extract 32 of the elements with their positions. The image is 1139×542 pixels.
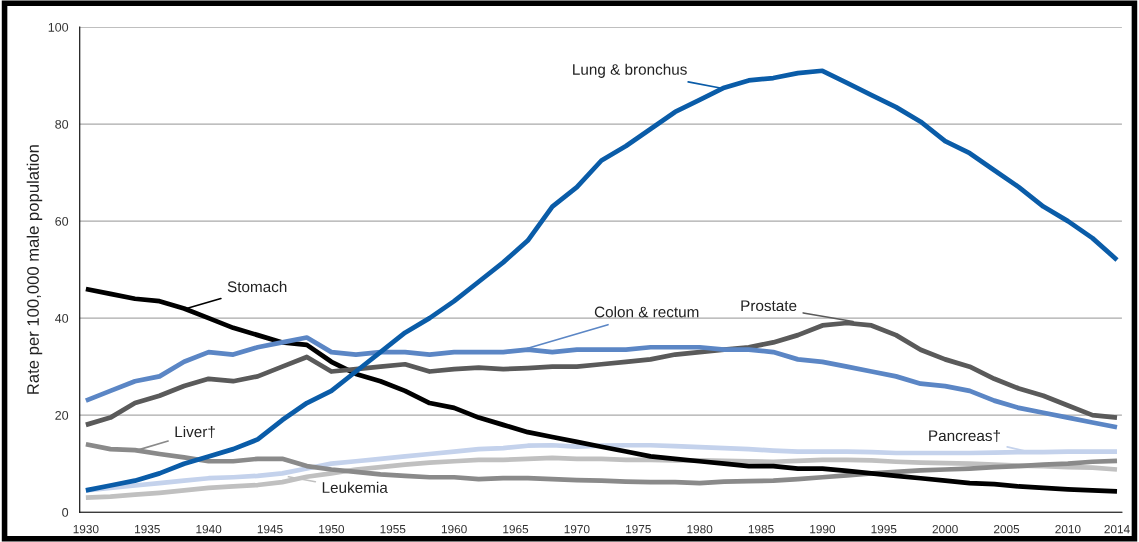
y-axis-title: Rate per 100,000 male population — [26, 145, 43, 394]
x-tick-label: 2000 — [932, 525, 958, 534]
y-tick-label: 20 — [55, 410, 69, 420]
y-tick-label: 40 — [55, 313, 69, 323]
x-tick-label: 1995 — [871, 525, 897, 534]
x-tick-label: 1990 — [810, 525, 836, 534]
series-label: Lung & bronchus — [573, 63, 687, 78]
x-tick-label: 1965 — [503, 525, 529, 534]
series-label: Colon & rectum — [594, 306, 699, 318]
x-tick-label: 1935 — [135, 525, 160, 534]
x-tick-label: 1975 — [626, 525, 651, 534]
legend-label: Leukemia — [322, 481, 388, 494]
x-tick-label: 1980 — [687, 525, 713, 534]
x-tick-label: 1930 — [73, 525, 99, 534]
x-tick-label: 1985 — [748, 525, 774, 534]
x-tick-label: 2005 — [993, 525, 1020, 534]
x-tick-label: 1945 — [257, 525, 283, 534]
x-tick-label: 1960 — [441, 525, 467, 534]
y-tick-label: 80 — [55, 119, 69, 129]
x-tick-label: 2014 — [1104, 525, 1130, 534]
y-tick-label: 0 — [62, 507, 69, 517]
x-tick-label: 1970 — [564, 525, 590, 534]
y-tick-label: 60 — [55, 216, 69, 226]
x-tick-label: 1950 — [319, 525, 345, 534]
x-tick-label: 1955 — [380, 525, 406, 534]
series-label: Prostate — [741, 300, 797, 312]
text: Stomach — [227, 280, 287, 293]
x-tick-label: 1940 — [196, 525, 222, 534]
series-label: Pancreas† — [929, 429, 1000, 442]
x-tick-label: 2010 — [1055, 525, 1081, 534]
y-tick-label: 100 — [48, 22, 69, 32]
series-label: Liver† — [175, 426, 215, 439]
